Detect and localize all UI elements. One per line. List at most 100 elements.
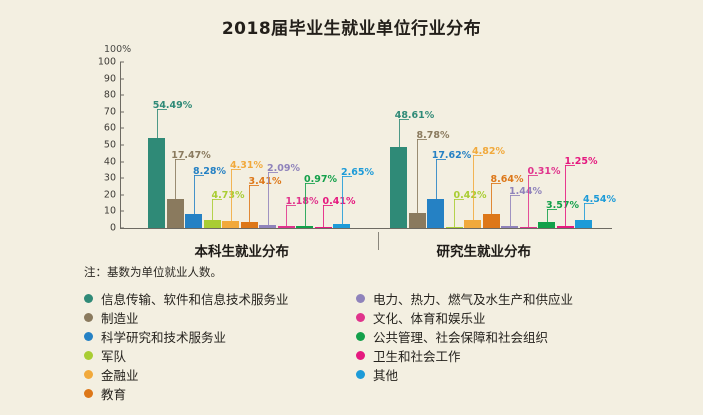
- legend-color-swatch-icon: [84, 294, 93, 303]
- legend-item[interactable]: 公共管理、社会保障和社会组织: [356, 327, 573, 346]
- y-tick-label: 80: [103, 89, 116, 101]
- label-leader-line: [286, 205, 287, 227]
- legend-color-swatch-icon: [356, 294, 365, 303]
- legend-item[interactable]: 其他: [356, 365, 573, 384]
- legend-column-left: 信息传输、软件和信息技术服务业 制造业 科学研究和技术服务业军队金融业教育: [84, 289, 289, 403]
- legend-item[interactable]: 金融业: [84, 365, 289, 384]
- bar-value-label: 1.18%: [285, 196, 319, 207]
- label-leader-line: [565, 165, 566, 226]
- bar: [203, 220, 221, 228]
- bar-value-label: 4.54%: [583, 194, 616, 205]
- label-leader-line: [509, 195, 520, 196]
- bar-value-label: 48.61%: [394, 110, 435, 121]
- bar-value-label: 54.49%: [152, 100, 193, 111]
- bar-value-label: 2.09%: [267, 163, 300, 174]
- bar-value-label: 1.44%: [509, 186, 542, 197]
- legend-item[interactable]: 信息传输、软件和信息技术服务业: [84, 289, 289, 308]
- label-leader-line: [583, 203, 585, 221]
- legend-item[interactable]: 电力、热力、燃气及水生产和供应业: [356, 289, 573, 308]
- legend-label: 金融业: [101, 368, 139, 383]
- group-divider: [378, 232, 379, 250]
- legend-label: 电力、热力、燃气及水生产和供应业: [373, 292, 574, 307]
- x-axis-group-label: 研究生就业分布: [436, 244, 532, 260]
- bar: [222, 220, 239, 228]
- y-tick-mark: [120, 194, 124, 196]
- legend-item[interactable]: 制造业: [84, 308, 289, 327]
- label-leader-line: [398, 119, 400, 148]
- y-tick-mark: [120, 177, 124, 179]
- bar: [333, 223, 350, 228]
- y-tick-label: 100: [97, 56, 116, 68]
- y-tick-label: 90: [103, 73, 116, 85]
- y-tick-mark: [120, 78, 124, 80]
- label-leader-line: [341, 176, 343, 224]
- bar: [501, 225, 518, 228]
- label-leader-line: [230, 169, 241, 170]
- legend-item[interactable]: 教育: [84, 384, 289, 403]
- label-leader-line: [323, 205, 333, 206]
- bar: [390, 147, 407, 228]
- bar: [148, 137, 165, 228]
- label-leader-line: [454, 199, 464, 200]
- label-leader-line: [249, 185, 250, 223]
- y-tick-mark: [120, 127, 124, 129]
- legend-column-right: 电力、热力、燃气及水生产和供应业 文化、体育和娱乐业 公共管理、社会保障和社会组织卫…: [356, 289, 573, 384]
- legend-label: 其他: [373, 368, 399, 383]
- label-leader-line: [546, 209, 548, 223]
- bar-value-label: 8.78%: [416, 130, 450, 141]
- label-leader-line: [156, 109, 167, 110]
- label-leader-line: [175, 159, 176, 199]
- y-axis-unit-label: 100%: [104, 44, 132, 55]
- bar-value-label: 8.28%: [193, 166, 226, 177]
- legend-color-swatch-icon: [356, 351, 365, 360]
- label-leader-line: [417, 139, 427, 140]
- y-tick-label: 20: [103, 189, 116, 201]
- label-leader-line: [472, 155, 483, 156]
- label-leader-line: [304, 183, 315, 184]
- legend-color-swatch-icon: [356, 332, 365, 341]
- legend-color-swatch-icon: [84, 389, 93, 398]
- legend-color-swatch-icon: [356, 313, 365, 322]
- legend-label: 军队: [101, 349, 127, 364]
- bar-value-label: 4.82%: [472, 146, 505, 157]
- label-leader-line: [230, 169, 232, 221]
- label-leader-line: [267, 172, 278, 173]
- label-leader-line: [156, 109, 158, 138]
- label-leader-line: [417, 139, 418, 214]
- label-leader-line: [565, 165, 575, 166]
- y-tick-mark: [120, 111, 124, 113]
- legend-item[interactable]: 卫生和社会工作: [356, 346, 573, 365]
- y-tick-label: 50: [103, 139, 116, 151]
- bar: [482, 213, 500, 228]
- bar-value-label: 8.64%: [490, 174, 524, 185]
- bar-value-label: 0.41%: [322, 196, 356, 207]
- legend-color-swatch-icon: [84, 313, 93, 322]
- y-tick-mark: [120, 210, 124, 212]
- label-leader-line: [583, 203, 594, 204]
- bar-value-label: 3.41%: [248, 176, 282, 187]
- label-leader-line: [528, 175, 538, 176]
- legend-color-swatch-icon: [84, 370, 93, 379]
- y-tick-mark: [120, 227, 124, 229]
- bar: [556, 225, 574, 228]
- bar: [408, 213, 426, 228]
- legend-label: 教育: [101, 387, 127, 402]
- bar: [464, 220, 481, 228]
- x-axis-line: [120, 228, 612, 229]
- bar: [166, 199, 184, 228]
- bar: [575, 220, 592, 228]
- y-tick-label: 70: [103, 106, 116, 118]
- bar-value-label: 4.73%: [211, 190, 245, 201]
- bar-value-label: 1.25%: [564, 156, 598, 167]
- legend-item[interactable]: 文化、体育和娱乐业: [356, 308, 573, 327]
- legend-label: 文化、体育和娱乐业: [373, 311, 486, 326]
- chart-note: 注：基数为单位就业人数。: [84, 265, 222, 279]
- label-leader-line: [212, 199, 222, 200]
- bar: [296, 226, 313, 228]
- y-tick-label: 30: [103, 172, 116, 184]
- bar-value-label: 2.65%: [341, 167, 374, 178]
- legend-item[interactable]: 军队: [84, 346, 289, 365]
- legend-item[interactable]: 科学研究和技术服务业: [84, 327, 289, 346]
- bar: [538, 222, 555, 228]
